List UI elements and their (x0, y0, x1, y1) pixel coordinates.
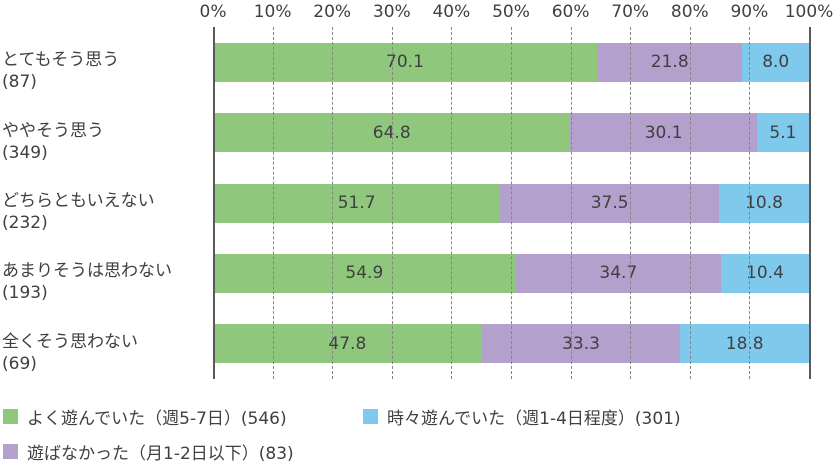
x-tick-label: 100% (784, 2, 834, 22)
segment-value-label: 10.8 (745, 193, 783, 214)
category-name: 全くそう思わない (2, 331, 138, 352)
legend-item: 時々遊んでいた（週1-4日程度）(301) (363, 404, 823, 429)
category-count: (69) (2, 353, 37, 374)
segment-value-label: 8.0 (762, 52, 790, 73)
segment-value-label: 21.8 (650, 52, 689, 73)
x-tick-label: 70% (611, 2, 650, 22)
bar-segment: 21.8 (596, 42, 743, 82)
category-label: ややそう思う (349) (0, 120, 213, 164)
category-name: あまりそうは思わない (2, 261, 172, 282)
category-count: (87) (2, 72, 37, 93)
legend-item: よく遊んでいた（週5-7日）(546) (3, 404, 363, 429)
bar-segment: 8.0 (742, 42, 809, 82)
category-label: あまりそうは思わない (193) (0, 260, 213, 304)
segment-value-label: 5.1 (769, 122, 797, 143)
segment-value-label: 34.7 (599, 263, 638, 284)
category-label: どちらともいえない (232) (0, 190, 213, 234)
x-axis-tick-labels: 0% 10% 20% 30% 40% 50% 60% 70% 80% 90% 100% (200, 2, 834, 26)
bar-segment: 5.1 (756, 113, 809, 153)
x-tick-label: 30% (372, 2, 411, 22)
chart-row: ややそう思う (349) 64.8 30.1 5.1 (0, 97, 834, 167)
legend: よく遊んでいた（週5-7日）(546) 時々遊んでいた（週1-4日程度）(301)… (3, 404, 823, 464)
segment-value-label: 18.8 (725, 333, 764, 354)
stacked-bar: 64.8 30.1 5.1 (213, 113, 809, 153)
bar-segment: 10.4 (720, 253, 809, 293)
category-label: とてもそう思う (87) (0, 49, 213, 93)
chart-row: あまりそうは思わない (193) 54.9 34.7 10.4 (0, 238, 834, 308)
segment-value-label: 10.4 (746, 263, 784, 284)
segment-value-label: 37.5 (590, 193, 629, 214)
category-label: 全くそう思わない (69) (0, 331, 213, 375)
legend-swatch (3, 444, 18, 459)
x-tick-label: 40% (432, 2, 471, 22)
chart-row: とてもそう思う (87) 70.1 21.8 8.0 (0, 27, 834, 97)
bar-segment: 34.7 (515, 253, 721, 293)
segment-value-label: 64.8 (372, 122, 411, 143)
legend-label: 時々遊んでいた（週1-4日程度）(301) (387, 409, 681, 429)
legend-label: 遊ばなかった（月1-2日以下）(83) (27, 444, 294, 464)
category-count: (349) (2, 142, 48, 163)
bar-segment: 37.5 (500, 183, 720, 223)
legend-label: よく遊んでいた（週5-7日）(546) (27, 409, 287, 429)
bar-segment: 70.1 (213, 42, 597, 82)
plot-area: とてもそう思う (87) 70.1 21.8 8.0 ややそう思う (349) 64.8 30.… (0, 27, 834, 379)
category-count: (193) (2, 283, 48, 304)
stacked-bar: 54.9 34.7 10.4 (213, 253, 809, 293)
bar-segment: 47.8 (213, 324, 482, 364)
bar-segment: 33.3 (481, 324, 681, 364)
legend-swatch (3, 409, 18, 424)
segment-value-label: 51.7 (337, 193, 376, 214)
segment-value-label: 30.1 (644, 122, 683, 143)
x-tick-label: 50% (492, 2, 530, 22)
x-tick-label: 80% (670, 2, 709, 22)
segment-value-label: 47.8 (328, 333, 367, 354)
chart-row: 全くそう思わない (69) 47.8 33.3 18.8 (0, 309, 834, 379)
segment-value-label: 54.9 (345, 263, 384, 284)
category-name: ややそう思う (2, 120, 104, 141)
bar-rows: とてもそう思う (87) 70.1 21.8 8.0 ややそう思う (349) 64.8 30.… (0, 27, 834, 379)
x-tick-label: 10% (253, 2, 292, 22)
bar-segment: 18.8 (680, 324, 809, 364)
stacked-bar: 47.8 33.3 18.8 (213, 324, 809, 364)
x-tick-label: 90% (730, 2, 769, 22)
bar-segment: 51.7 (213, 183, 501, 223)
bar-segment: 54.9 (213, 253, 516, 293)
stacked-bar: 70.1 21.8 8.0 (213, 42, 809, 82)
chart-row: どちらともいえない (232) 51.7 37.5 10.8 (0, 168, 834, 238)
x-tick-label: 20% (313, 2, 352, 22)
category-count: (232) (2, 213, 48, 234)
segment-value-label: 70.1 (386, 52, 424, 73)
bar-segment: 64.8 (213, 113, 571, 153)
bar-segment: 30.1 (570, 113, 757, 153)
bar-segment: 10.8 (719, 183, 809, 223)
legend-item: 遊ばなかった（月1-2日以下）(83) (3, 439, 363, 464)
category-name: どちらともいえない (2, 191, 155, 212)
stacked-bar: 51.7 37.5 10.8 (213, 183, 809, 223)
category-name: とてもそう思う (2, 50, 120, 71)
legend-swatch (363, 409, 378, 424)
x-tick-label: 60% (551, 2, 590, 22)
x-tick-label: 0% (199, 2, 227, 22)
segment-value-label: 33.3 (562, 333, 600, 354)
